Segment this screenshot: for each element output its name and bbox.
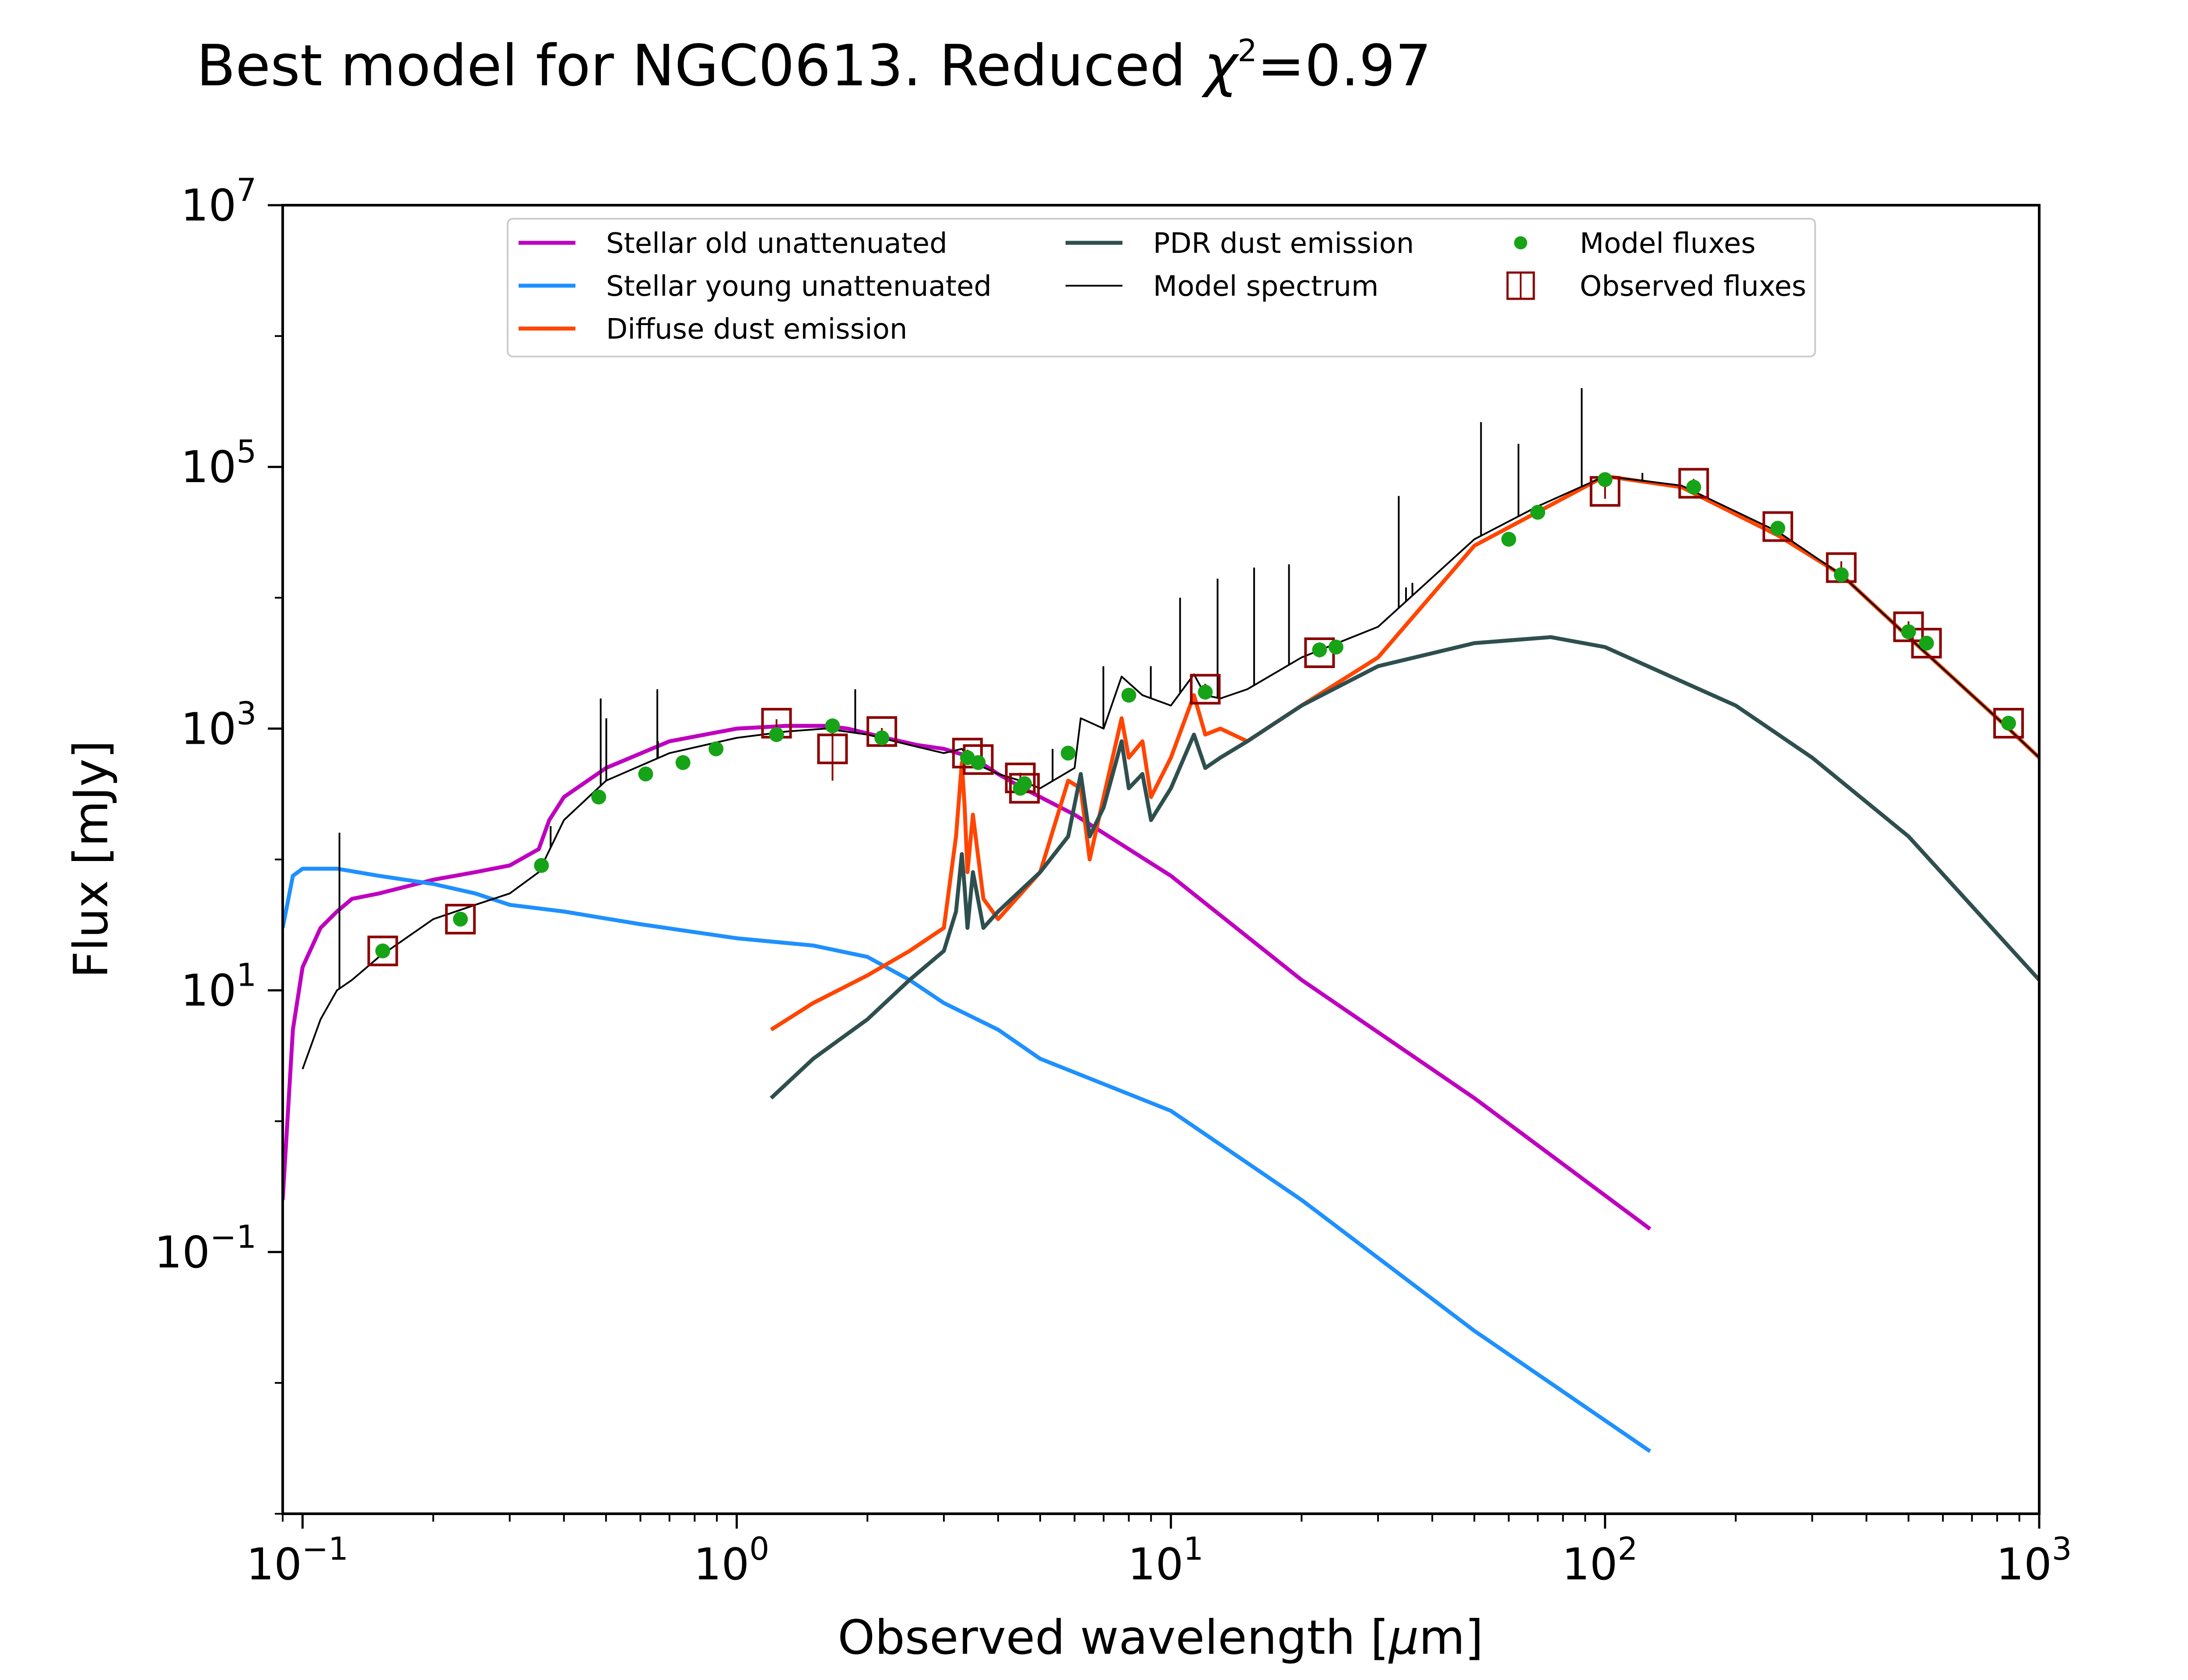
model-flux-point <box>971 755 986 770</box>
model-flux-point <box>769 727 784 742</box>
model-flux-point <box>874 730 890 746</box>
y-tick-label: 105 <box>181 433 256 493</box>
y-axis-label: Flux [mJy] <box>64 740 119 978</box>
legend-label-diffuse-dust-emission: Diffuse dust emission <box>606 313 907 346</box>
model-flux-point <box>1328 639 1343 654</box>
observed-flux-marker <box>952 738 983 769</box>
observed-flux-marker <box>1190 674 1221 705</box>
points-layer <box>367 468 2024 966</box>
model-flux-point <box>1198 685 1213 700</box>
legend-box <box>507 218 1816 357</box>
emission-lines-layer <box>338 388 1644 989</box>
model-flux-point <box>1312 642 1327 658</box>
x-tick-label: 103 <box>1996 1530 2072 1590</box>
model-flux-point <box>1501 532 1516 547</box>
observed-flux-marker <box>1993 708 2024 739</box>
x-tick-label: 100 <box>694 1530 769 1590</box>
model-flux-point <box>1060 746 1076 761</box>
observed-flux-marker <box>1911 628 1942 659</box>
model-flux-point <box>675 755 691 770</box>
y-tick-label: 101 <box>181 957 256 1016</box>
model-flux-point <box>375 943 390 959</box>
legend-swatch-model-fluxes <box>1514 236 1527 249</box>
observed-flux-marker <box>1893 611 1924 642</box>
ticks-layer: 10−1 100 101 102 103 10−1 101 103 105 107 <box>154 172 2072 1590</box>
legend-label-pdr-dust-emission: PDR dust emission <box>1153 228 1414 260</box>
observed-flux-marker <box>1009 773 1040 804</box>
x-axis-label: Observed wavelength [μm] <box>838 1610 1483 1665</box>
observed-flux-marker <box>817 733 848 764</box>
chart-title: Best model for NGC0613. Reduced χ2=0.97 <box>196 32 1431 99</box>
observed-flux-marker <box>1762 511 1793 542</box>
observed-flux-marker <box>1678 468 1709 499</box>
model-flux-point <box>1901 624 1916 639</box>
model-flux-point <box>1530 504 1546 520</box>
model-flux-point <box>1121 688 1136 703</box>
model-flux-point <box>1770 521 1785 536</box>
x-tick-label: 10−1 <box>246 1530 348 1590</box>
observed-flux-marker <box>866 716 898 747</box>
model-flux-point <box>534 858 549 873</box>
model-flux-point <box>638 766 653 782</box>
series-line-pdr-dust-emission <box>770 635 2039 1100</box>
observed-flux-marker <box>367 935 398 966</box>
model-flux-point <box>591 789 607 805</box>
legend-label-stellar-old-unattenuated: Stellar old unattenuated <box>606 228 947 260</box>
y-tick-label: 103 <box>181 695 256 754</box>
model-flux-point <box>1919 636 1934 651</box>
legend-label-model-spectrum: Model spectrum <box>1153 270 1378 303</box>
x-tick-label: 101 <box>1128 1530 1203 1590</box>
model-flux-point <box>2001 716 2016 731</box>
observed-flux-marker <box>445 903 476 934</box>
legend-label-stellar-young-unattenuated: Stellar young unattenuated <box>606 270 992 303</box>
model-flux-point <box>1686 480 1701 495</box>
model-flux-point <box>1597 472 1613 487</box>
model-flux-point <box>1834 567 1849 582</box>
model-flux-point <box>825 718 840 734</box>
model-flux-point <box>453 911 468 927</box>
legend-label-observed-fluxes: Observed fluxes <box>1580 270 1806 303</box>
legend-label-model-fluxes: Model fluxes <box>1580 228 1756 260</box>
model-flux-point <box>708 741 724 756</box>
y-tick-label: 10−1 <box>154 1218 256 1278</box>
y-tick-label: 107 <box>181 172 256 231</box>
model-flux-point <box>1013 780 1028 796</box>
legend: Stellar old unattenuated Stellar young un… <box>507 218 1816 357</box>
series-line-stellar-young-unattenuated <box>283 867 1652 1453</box>
x-tick-label: 102 <box>1562 1530 1637 1590</box>
